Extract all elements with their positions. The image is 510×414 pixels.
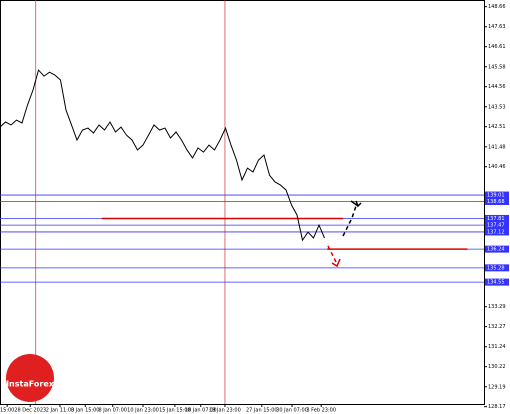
x-tick-label: 30 Jan 07:00 xyxy=(276,408,308,414)
y-tick-label: 132.27 xyxy=(488,324,506,330)
x-tick-label: 10 Jan 23:00 xyxy=(127,408,159,414)
down-arrowhead xyxy=(331,258,341,268)
level-label: 139.01 xyxy=(487,193,505,199)
y-tick-label: 140.46 xyxy=(488,164,506,170)
y-tick-label: 144.56 xyxy=(488,84,506,90)
x-tick-label: 3 Feb 23:00 xyxy=(306,408,336,414)
up-arrow xyxy=(342,205,357,237)
y-tick-label: 143.53 xyxy=(488,104,506,110)
level-label: 134.55 xyxy=(487,280,505,286)
plot-frame xyxy=(0,0,485,405)
x-tick-label: 3 Jan 15:00 xyxy=(71,408,99,414)
level-tag xyxy=(485,191,509,199)
watermark: InstaForex xyxy=(6,354,55,402)
level-label: 135.28 xyxy=(487,265,505,271)
level-tag xyxy=(485,221,509,229)
y-tick-label: 128.17 xyxy=(488,404,506,410)
watermark-text: InstaForex xyxy=(6,380,55,389)
x-tick-label: 2 Jan 11:00 xyxy=(46,408,74,414)
y-tick-label: 133.29 xyxy=(488,304,506,310)
level-label: 137.47 xyxy=(487,223,505,229)
y-tick-label: 130.22 xyxy=(488,364,506,370)
up-arrowhead xyxy=(350,200,362,208)
y-tick-label: 148.66 xyxy=(488,4,506,10)
y-tick-label: 142.51 xyxy=(488,124,506,130)
level-label: 136.24 xyxy=(487,247,505,253)
level-tag xyxy=(485,245,509,253)
forecast-arrows xyxy=(327,200,362,268)
y-tick-label: 146.61 xyxy=(488,44,506,50)
level-tag xyxy=(485,214,509,222)
y-tick-label: 141.48 xyxy=(488,144,506,150)
x-tick-label: 27 Jan 15:00 xyxy=(246,408,278,414)
watermark-badge xyxy=(6,354,54,402)
price-line xyxy=(0,69,325,242)
x-tick-label: 15:00 xyxy=(0,408,14,414)
x-tick-label: 8 Jan 07:00 xyxy=(99,408,127,414)
level-tag xyxy=(485,197,509,205)
x-tick-label: 28 Dec 2023 xyxy=(14,408,46,414)
level-tag xyxy=(485,278,509,286)
x-tick-label: 19 Jan 23:00 xyxy=(209,408,241,414)
y-tick-label: 129.19 xyxy=(488,384,506,390)
level-label: 137.12 xyxy=(487,229,505,235)
y-tick-label: 147.63 xyxy=(488,24,506,30)
down-arrow xyxy=(327,245,337,263)
x-tick-label: 15 Jan 15:00 xyxy=(159,408,191,414)
x-tick-label: 18 Jan 07:00 xyxy=(185,408,217,414)
level-label: 137.81 xyxy=(487,216,505,222)
level-label: 138.68 xyxy=(487,199,505,205)
y-tick-label: 131.24 xyxy=(488,344,506,350)
level-tag xyxy=(485,264,509,272)
level-tag xyxy=(485,228,509,236)
y-tick-label: 145.58 xyxy=(488,64,506,70)
